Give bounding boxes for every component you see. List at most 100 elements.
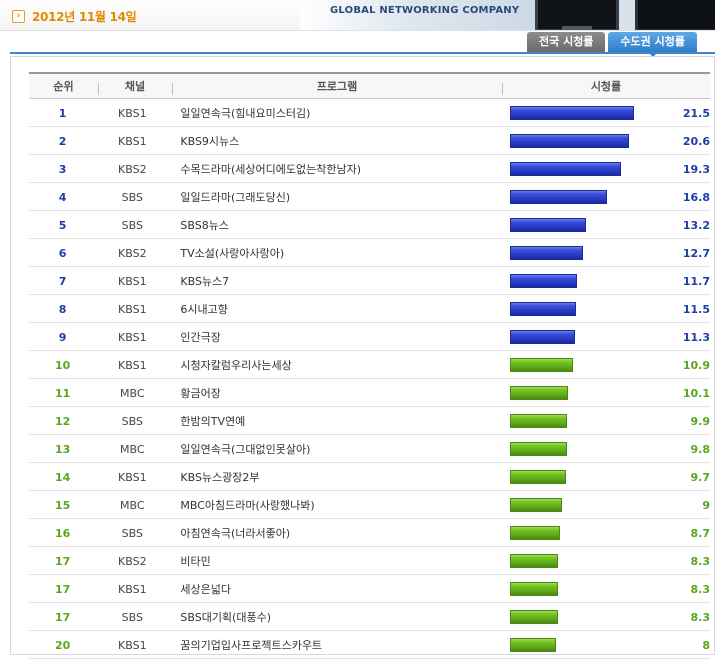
rating-bar [510, 190, 607, 204]
channel-cell: KBS2 [118, 162, 147, 176]
rating-value: 9.7 [690, 470, 711, 484]
program-cell: 황금어장 [180, 387, 221, 400]
ratings-table: 순위 채널 프로그램 시청률 1 KBS1 일일연속극(힘내요미스터김) 21.5 2 K… [29, 72, 710, 659]
tab-national-rating[interactable]: 전국 시청률 [527, 32, 606, 52]
table-row: 10 KBS1 시청자칼럼우리사는세상 10.9 [29, 352, 710, 379]
rating-value: 11.7 [682, 274, 710, 288]
column-header-program: 프로그램 [172, 78, 502, 95]
tab-label: 전국 시청률 [539, 35, 594, 48]
header-bar: › 2012년 11월 14일 GLOBAL NETWORKING COMPAN… [0, 0, 715, 31]
rank-cell: 5 [58, 218, 67, 232]
channel-cell: KBS1 [118, 638, 147, 652]
rank-cell: 20 [54, 638, 71, 652]
program-cell: KBS뉴스광장2부 [180, 471, 260, 484]
table-row: 8 KBS1 6시내고향 11.5 [29, 296, 710, 323]
rating-cell: 8.3 [502, 582, 710, 596]
program-cell: 일일연속극(그대없인못살아) [180, 443, 311, 456]
rating-cell: 20.6 [502, 134, 710, 148]
rating-value: 20.6 [682, 134, 710, 148]
program-cell: 일일연속극(힘내요미스터김) [180, 107, 311, 120]
rating-bar-track [510, 302, 670, 316]
company-banner: GLOBAL NETWORKING COMPANY [300, 0, 715, 30]
rating-tabs: 전국 시청률 수도권 시청률 [524, 32, 697, 57]
rating-bar-track [510, 330, 670, 344]
date-text: 2012년 11월 14일 [32, 10, 137, 24]
program-cell: 6시내고향 [180, 303, 228, 316]
rating-bar [510, 498, 562, 512]
rating-bar [510, 358, 573, 372]
tv-image-right [635, 0, 715, 30]
rating-bar [510, 162, 621, 176]
program-cell: 인간극장 [180, 331, 221, 344]
rating-bar-track [510, 358, 670, 372]
table-row: 3 KBS2 수목드라마(세상어디에도없는착한남자) 19.3 [29, 156, 710, 183]
rating-cell: 10.9 [502, 358, 710, 372]
rating-value: 9.8 [690, 442, 711, 456]
table-row: 16 SBS 아침연속극(너라서좋아) 8.7 [29, 520, 710, 547]
rating-cell: 9.7 [502, 470, 710, 484]
rating-bar-track [510, 498, 670, 512]
rating-bar [510, 386, 568, 400]
rank-cell: 15 [54, 498, 71, 512]
table-row: 11 MBC 황금어장 10.1 [29, 380, 710, 407]
rating-cell: 13.2 [502, 218, 710, 232]
date-display: › 2012년 11월 14일 [12, 8, 137, 25]
channel-cell: KBS1 [118, 582, 147, 596]
channel-cell: MBC [120, 498, 145, 512]
program-cell: 아침연속극(너라서좋아) [180, 527, 291, 540]
rating-value: 8.3 [690, 582, 711, 596]
rank-cell: 4 [58, 190, 67, 204]
channel-cell: KBS1 [118, 106, 147, 120]
table-body: 1 KBS1 일일연속극(힘내요미스터김) 21.5 2 KBS1 KBS9시뉴스 20.6 3… [29, 100, 710, 659]
rating-value: 16.8 [682, 190, 710, 204]
channel-cell: KBS2 [118, 246, 147, 260]
rating-cell: 9.8 [502, 442, 710, 456]
channel-cell: KBS1 [118, 330, 147, 344]
channel-cell: KBS1 [118, 274, 147, 288]
rating-bar [510, 414, 567, 428]
rating-cell: 8.7 [502, 526, 710, 540]
rating-value: 8.7 [690, 526, 711, 540]
rating-bar [510, 554, 558, 568]
rating-bar-track [510, 638, 670, 652]
rating-value: 13.2 [682, 218, 710, 232]
rank-cell: 6 [58, 246, 67, 260]
rating-cell: 9.9 [502, 414, 710, 428]
program-cell: 일일드라마(그래도당신) [180, 191, 291, 204]
table-row: 6 KBS2 TV소설(사랑아사랑아) 12.7 [29, 240, 710, 267]
table-row: 7 KBS1 KBS뉴스7 11.7 [29, 268, 710, 295]
rating-cell: 16.8 [502, 190, 710, 204]
table-row: 2 KBS1 KBS9시뉴스 20.6 [29, 128, 710, 155]
table-row: 14 KBS1 KBS뉴스광장2부 9.7 [29, 464, 710, 491]
tv-image-left [535, 0, 619, 30]
rank-cell: 17 [54, 554, 71, 568]
rating-bar-track [510, 190, 670, 204]
channel-cell: KBS2 [118, 554, 147, 568]
column-header-rank: 순위 [53, 80, 74, 93]
table-row: 1 KBS1 일일연속극(힘내요미스터김) 21.5 [29, 100, 710, 127]
table-row: 4 SBS 일일드라마(그래도당신) 16.8 [29, 184, 710, 211]
table-row: 5 SBS SBS8뉴스 13.2 [29, 212, 710, 239]
rating-value: 9 [702, 498, 710, 512]
column-header-rating: 시청률 [502, 78, 710, 95]
rating-bar-track [510, 442, 670, 456]
rank-cell: 14 [54, 470, 71, 484]
rating-bar [510, 302, 576, 316]
channel-cell: KBS1 [118, 134, 147, 148]
rating-bar-track [510, 554, 670, 568]
rating-value: 19.3 [682, 162, 710, 176]
rating-cell: 11.7 [502, 274, 710, 288]
rating-bar-track [510, 414, 670, 428]
rating-value: 10.1 [682, 386, 710, 400]
program-cell: 꿈의기업입사프로젝트스카우트 [180, 639, 323, 652]
table-row: 13 MBC 일일연속극(그대없인못살아) 9.8 [29, 436, 710, 463]
rating-bar-track [510, 162, 670, 176]
rating-bar [510, 638, 556, 652]
active-tab-arrow-icon [647, 52, 658, 57]
rating-bar-track [510, 386, 670, 400]
tv-stand [562, 26, 592, 30]
banner-text: GLOBAL NETWORKING COMPANY [330, 5, 520, 16]
tab-metro-rating[interactable]: 수도권 시청률 [608, 32, 697, 57]
rank-cell: 9 [58, 330, 67, 344]
rank-cell: 17 [54, 610, 71, 624]
